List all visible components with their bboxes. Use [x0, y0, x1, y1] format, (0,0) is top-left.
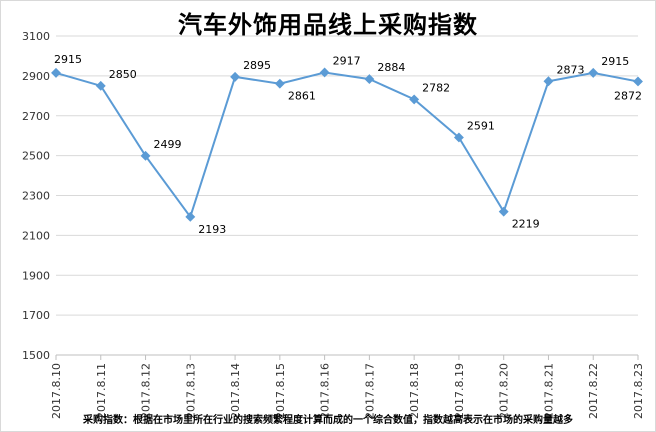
y-tick-label-1700: 1700 [22, 309, 50, 322]
data-point-13 [633, 76, 643, 87]
data-point-3 [185, 211, 196, 222]
y-tick-label-2300: 2300 [22, 190, 50, 203]
series-line [55, 71, 639, 219]
x-tick-label-10: 2017.8.20 [498, 363, 511, 419]
data-point-2 [140, 150, 151, 161]
x-tick-label-4: 2017.8.14 [229, 363, 242, 419]
x-tick-label-1: 2017.8.11 [95, 363, 108, 419]
x-tick-label-6: 2017.8.16 [319, 363, 332, 419]
x-tick-label-0: 2017.8.10 [50, 363, 63, 419]
y-tick-label-3100: 3100 [22, 30, 50, 43]
data-label-5: 2861 [288, 90, 316, 103]
y-tick-label-1900: 1900 [22, 269, 50, 282]
data-label-8: 2782 [422, 81, 450, 94]
data-label-13: 2872 [614, 89, 642, 102]
data-point-10 [498, 206, 509, 217]
data-point-1 [95, 80, 106, 91]
x-tick-label-11: 2017.8.21 [542, 363, 555, 419]
data-point-5 [274, 78, 285, 89]
chart-footnote: 采购指数：根据在市场里所在行业的搜索频繁程度计算而成的一个综合数值，指数越高表示… [83, 415, 573, 426]
x-tick-label-8: 2017.8.18 [408, 363, 421, 419]
x-tick-label-9: 2017.8.19 [453, 363, 466, 419]
data-label-2: 2499 [154, 138, 182, 151]
data-label-11: 2873 [556, 63, 584, 76]
x-tick-label-13: 2017.8.23 [632, 363, 645, 419]
y-tick-label-2100: 2100 [22, 229, 50, 242]
data-label-3: 2193 [198, 223, 226, 236]
data-label-0: 2915 [54, 53, 82, 66]
x-tick-label-5: 2017.8.15 [274, 363, 287, 419]
data-label-10: 2219 [512, 218, 540, 231]
data-label-7: 2884 [377, 61, 405, 74]
data-label-12: 2915 [601, 55, 629, 68]
data-label-4: 2895 [243, 59, 271, 72]
chart-title: 汽车外饰用品线上采购指数 [178, 10, 478, 39]
data-point-9 [453, 132, 464, 143]
x-tick-label-12: 2017.8.22 [587, 363, 600, 419]
x-tick-label-7: 2017.8.17 [363, 363, 376, 419]
data-label-9: 2591 [467, 119, 495, 132]
data-label-6: 2917 [333, 54, 361, 67]
data-point-4 [230, 71, 241, 82]
data-point-11 [543, 76, 554, 87]
y-tick-label-2700: 2700 [22, 110, 50, 123]
data-label-1: 2850 [109, 68, 137, 81]
y-tick-label-2900: 2900 [22, 70, 50, 83]
y-tick-label-2500: 2500 [22, 150, 50, 163]
data-point-12 [588, 67, 599, 78]
data-point-0 [51, 67, 61, 78]
y-tick-label-1500: 1500 [22, 349, 50, 362]
x-tick-label-2: 2017.8.12 [140, 363, 153, 419]
x-tick-label-3: 2017.8.13 [184, 363, 197, 419]
